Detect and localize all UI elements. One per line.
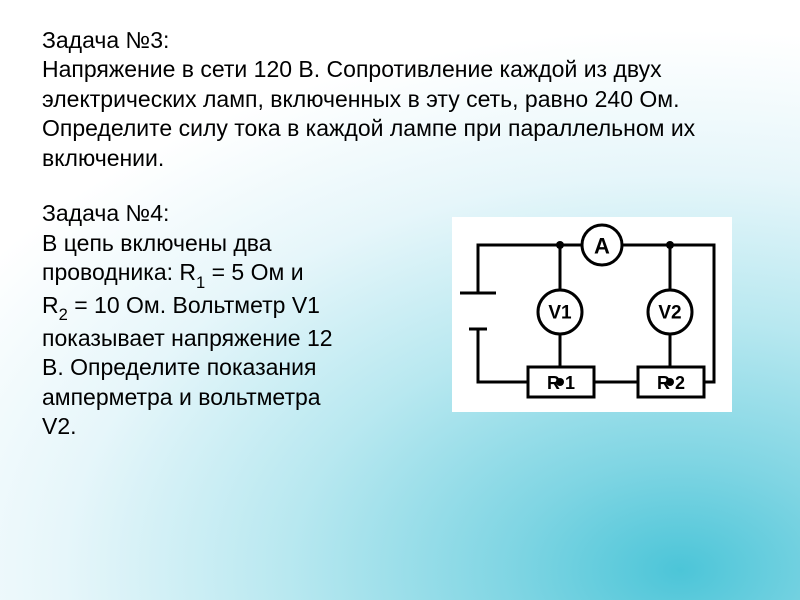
problem-4: Задача №4: В цепь включены два проводник… <box>42 199 432 441</box>
problem-4-row: Задача №4: В цепь включены два проводник… <box>42 199 758 441</box>
svg-text:V1: V1 <box>548 303 572 324</box>
problem-4-title: Задача №4: <box>42 199 432 228</box>
problem-4-line7: V2. <box>42 412 432 441</box>
circuit-diagram: AV1V2R 1R 2 <box>452 217 732 412</box>
problem-4-line3: R2 = 10 Ом. Вольтметр V1 <box>42 291 432 324</box>
problem-3: Задача №3: Напряжение в сети 120 В. Сопр… <box>42 26 758 173</box>
problem-4-line1: В цепь включены два <box>42 229 432 258</box>
problem-4-line2: проводника: R1 = 5 Ом и <box>42 258 432 291</box>
problem-4-line6: амперметра и вольтметра <box>42 383 432 412</box>
problem-3-body: Напряжение в сети 120 В. Сопротивление к… <box>42 55 758 173</box>
content-area: Задача №3: Напряжение в сети 120 В. Сопр… <box>42 26 758 441</box>
problem-3-title: Задача №3: <box>42 26 758 55</box>
svg-text:V2: V2 <box>658 303 681 324</box>
problem-4-line5: В. Определите показания <box>42 353 432 382</box>
problem-4-line4: показывает напряжение 12 <box>42 324 432 353</box>
slide: Задача №3: Напряжение в сети 120 В. Сопр… <box>0 0 800 600</box>
svg-text:A: A <box>594 234 610 259</box>
circuit-svg: AV1V2R 1R 2 <box>452 217 732 412</box>
